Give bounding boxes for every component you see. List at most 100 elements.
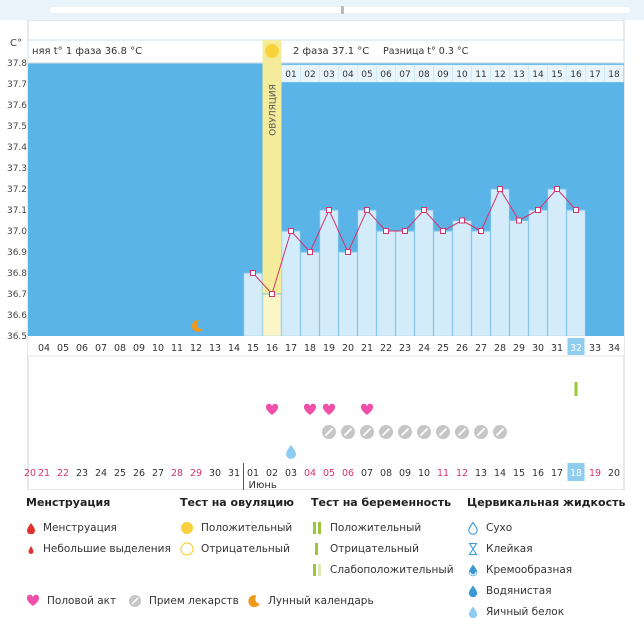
legend-pregtest-weak: Слабоположительный: [311, 559, 454, 580]
ovulation-column: [262, 40, 282, 336]
cycle-day-label: 09: [133, 343, 145, 354]
date-label: 31: [228, 468, 240, 479]
legend-menstruation-item: Менструация: [26, 517, 171, 538]
y-tick-label: 37.1: [7, 206, 27, 216]
temperature-point: [535, 207, 541, 213]
date-label: 24: [95, 468, 107, 479]
cycle-day-label: 27: [475, 343, 487, 354]
double-bar-icon: [313, 521, 321, 534]
legend-label: Прием лекарств: [149, 595, 239, 607]
fluid-marker: [286, 445, 296, 459]
date-label: 20: [24, 468, 36, 479]
temperature-bar: [357, 209, 377, 337]
temperature-point: [573, 207, 579, 213]
date-label: 15: [513, 468, 525, 479]
cycle-day-label: 24: [418, 343, 430, 354]
sun-filled-icon: [181, 521, 193, 534]
date-label: 28: [171, 468, 183, 479]
temperature-point: [288, 228, 294, 234]
date-label: 12: [456, 468, 468, 479]
cycle-day-label: 14: [228, 343, 240, 354]
temperature-point: [402, 228, 408, 234]
date-label: 30: [209, 468, 221, 479]
phase2-day-label: 08: [418, 70, 430, 80]
legend-ovulation-title: Тест на овуляцию: [180, 496, 294, 509]
temperature-bar: [452, 220, 472, 337]
heart-marker: [360, 403, 374, 415]
legend-label: Сухо: [486, 521, 513, 534]
temperature-bar: [547, 188, 567, 337]
legend-menstruation-title: Менструация: [26, 496, 111, 509]
date-label: 01: [247, 468, 259, 479]
legend-label: Небольшие выделения: [43, 542, 171, 555]
legend-ovtest-positive: Положительный: [180, 517, 294, 538]
phase2-day-label: 07: [399, 70, 410, 80]
legend: Менструация Менструация Небольшие выделе…: [0, 490, 644, 618]
cycle-day-label: 32: [570, 343, 582, 354]
legend-label: Отрицательный: [330, 542, 419, 555]
phase2-day-label: 15: [551, 70, 562, 80]
y-tick-label: 36.5: [7, 332, 27, 342]
phase1-area: [28, 63, 263, 336]
legend-ovtest-negative: Отрицательный: [180, 538, 294, 559]
legend-spotting-item: Небольшие выделения: [26, 538, 171, 559]
cycle-day-label: 07: [95, 343, 107, 354]
temperature-point: [383, 228, 389, 234]
cycle-day-label: 06: [76, 343, 88, 354]
phase2-day-label: 18: [608, 70, 620, 80]
weak-bar-icon: [313, 563, 321, 576]
phase2-day-label: 13: [513, 70, 524, 80]
date-label: 18: [570, 468, 582, 479]
date-label: 22: [57, 468, 69, 479]
horizontal-scrollbar[interactable]: [0, 0, 644, 20]
temperature-bar: [433, 230, 453, 337]
phase2-day-label: 10: [456, 70, 468, 80]
creamy-drop-icon: [468, 564, 478, 576]
phase2-day-label: 04: [342, 70, 354, 80]
date-label: 03: [285, 468, 297, 479]
date-label: 11: [437, 468, 449, 479]
scrollbar-track[interactable]: [50, 7, 630, 13]
cycle-day-label: 19: [323, 343, 335, 354]
small-drop-icon: [28, 545, 34, 554]
heart-marker: [322, 403, 336, 415]
cycle-day-label: 29: [513, 343, 525, 354]
date-label: 19: [589, 468, 601, 479]
phase2-day-label: 09: [437, 70, 449, 80]
legend-cervical-fluid: Цервикальная жидкость Сухо Клейкая Кремо…: [467, 496, 625, 618]
scrollbar-thumb[interactable]: [341, 6, 344, 14]
date-label: 05: [323, 468, 335, 479]
y-tick-label: 37.0: [7, 227, 27, 237]
temperature-point: [421, 207, 427, 213]
date-label: 10: [418, 468, 430, 479]
legend-ovulation-test: Тест на овуляцию Положительный Отрицател…: [180, 496, 294, 559]
phase2-day-label: 16: [570, 70, 582, 80]
temperature-bar: [509, 220, 529, 337]
legend-fluid-dry: Сухо: [467, 517, 625, 538]
date-label: 06: [342, 468, 354, 479]
pill-stripe: [495, 427, 505, 437]
legend-label: Слабоположительный: [330, 563, 454, 576]
date-label: 25: [114, 468, 126, 479]
cycle-day-label: 22: [380, 343, 392, 354]
y-axis-unit: C°: [10, 38, 22, 49]
ovulation-sun-icon: [265, 44, 279, 58]
temperature-difference: Разница t° 0.3 °C: [383, 46, 469, 57]
legend-label: Яичный белок: [486, 605, 565, 618]
temperature-bar: [566, 209, 586, 337]
temperature-point: [440, 228, 446, 234]
temperature-bar: [395, 230, 415, 337]
month-label: Июнь: [249, 480, 277, 490]
y-tick-label: 36.8: [7, 269, 27, 279]
cycle-day-label: 10: [152, 343, 164, 354]
legend-fluid-eggwhite: Яичный белок: [467, 601, 625, 618]
temperature-point: [364, 207, 370, 213]
cycle-day-label: 23: [399, 343, 411, 354]
temperature-bar: [338, 251, 358, 337]
cycle-day-label: 16: [266, 343, 278, 354]
sun-outline-icon: [180, 541, 194, 556]
legend-label: Положительный: [330, 521, 422, 534]
date-label: 26: [133, 468, 145, 479]
phase2-day-label: 06: [380, 70, 392, 80]
date-label: 21: [38, 468, 50, 479]
